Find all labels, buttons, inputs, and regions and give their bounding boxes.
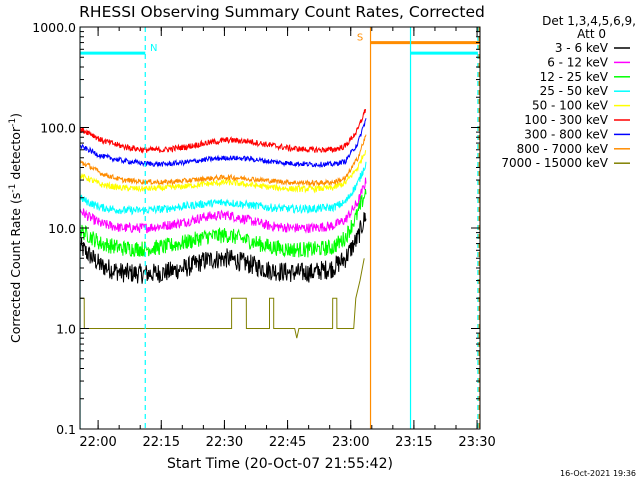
legend-label-6: 300 - 800 keV — [524, 127, 608, 141]
series-line-5 — [80, 109, 367, 154]
legend-label-5: 100 - 300 keV — [524, 113, 608, 127]
series-line-6 — [80, 118, 367, 169]
series-line-7 — [80, 134, 367, 188]
indicator-label-0: N — [150, 43, 157, 54]
x-tick-label: 22:45 — [269, 435, 306, 450]
indicator-label-1: S — [357, 33, 363, 44]
legend-label-2: 12 - 25 keV — [540, 70, 609, 84]
series-line-0 — [80, 212, 367, 284]
series-line-1 — [80, 177, 367, 234]
legend-label-1: 6 - 12 keV — [547, 55, 609, 69]
y-tick-label: 100.0 — [40, 121, 76, 136]
legend-label-4: 50 - 100 keV — [532, 99, 609, 113]
series-line-4 — [80, 150, 367, 194]
legend-header-line-1: Det 1,3,4,5,6,9, — [542, 14, 636, 28]
legend-label-0: 3 - 6 keV — [555, 41, 609, 55]
x-tick-label: 22:00 — [79, 435, 116, 450]
x-axis-label: Start Time (20-Oct-07 21:55:42) — [167, 456, 393, 472]
legend-label-3: 25 - 50 keV — [540, 84, 609, 98]
legend-label-8: 7000 - 15000 keV — [501, 156, 608, 170]
series-line-2 — [80, 188, 367, 258]
chart-title: RHESSI Observing Summary Count Rates, Co… — [79, 3, 485, 21]
legend-label-7: 800 - 7000 keV — [517, 142, 609, 156]
x-tick-label: 22:15 — [143, 435, 180, 450]
x-tick-label: 23:30 — [458, 435, 495, 450]
y-tick-label: 10.0 — [48, 221, 76, 236]
y-tick-label: 1000.0 — [32, 20, 76, 35]
legend-header-line-2: Att 0 — [577, 27, 606, 41]
y-axis-label: Corrected Count Rate (s-1 detector-1) — [8, 113, 23, 343]
x-tick-label: 23:15 — [395, 435, 432, 450]
series-line-3 — [80, 161, 367, 216]
series-line-8 — [80, 258, 365, 339]
y-tick-label: 1.0 — [56, 322, 76, 337]
footer-timestamp: 16-Oct-2021 19:36 — [560, 469, 636, 478]
y-tick-label: 0.1 — [56, 422, 76, 437]
x-tick-label: 22:30 — [206, 435, 243, 450]
x-tick-label: 23:00 — [332, 435, 369, 450]
